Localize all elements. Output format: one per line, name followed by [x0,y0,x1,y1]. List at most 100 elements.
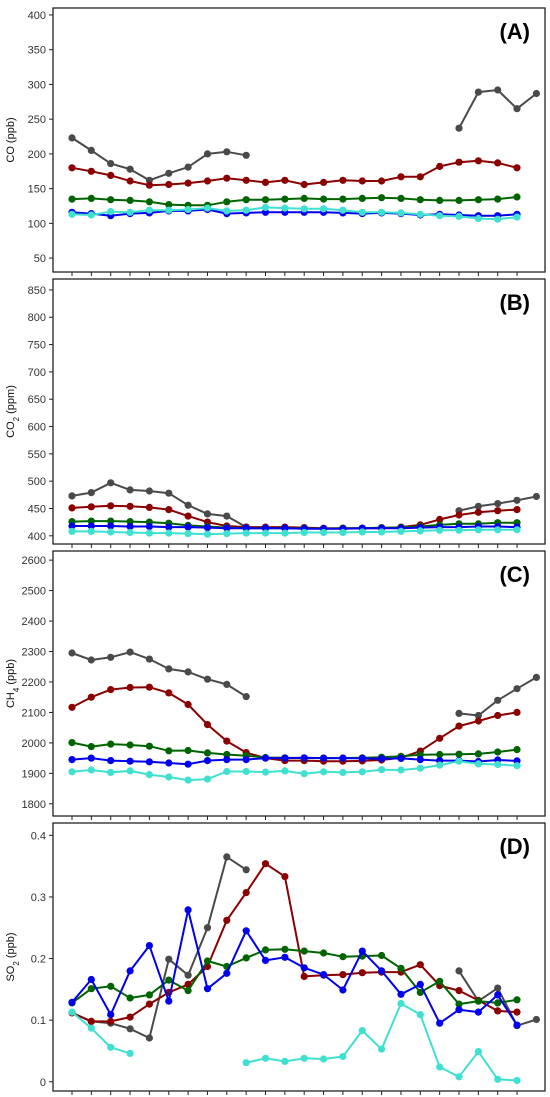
data-point [455,1006,463,1014]
data-point [184,530,192,538]
data-point [474,502,482,510]
data-point [416,988,424,997]
data-point [455,987,463,995]
data-point [87,527,95,536]
data-point [513,164,521,172]
data-point [494,748,502,756]
data-point [87,656,95,664]
data-point [261,196,270,204]
data-point [223,767,231,776]
data-point [378,194,386,202]
data-point [378,755,386,763]
panel-c-ytick-label: 2200 [22,677,46,689]
data-point [416,173,424,181]
panel-c-ytick-label: 2000 [22,738,46,750]
panel-d-frame [52,822,546,1092]
data-point [68,164,76,172]
data-point [281,754,289,762]
data-point [242,176,250,184]
data-point [107,171,115,179]
data-point [532,1015,541,1024]
data-point [107,208,115,216]
data-point [126,967,134,975]
data-point [145,198,153,206]
data-point [145,522,153,531]
data-point [513,996,521,1004]
data-point [513,105,521,113]
series-line [71,686,518,763]
data-point [184,700,192,709]
data-point [281,1057,289,1065]
data-point [203,957,212,965]
data-point [203,177,212,185]
data-point [494,86,502,94]
data-point [397,964,405,973]
panel-b-ytick-label: 650 [28,394,46,406]
data-point [455,967,463,975]
data-point [261,529,270,537]
data-point [494,711,502,720]
data-point [203,530,212,538]
data-point [126,1049,134,1057]
data-point [242,767,250,776]
series-line [71,159,518,187]
data-point [513,746,521,754]
data-point [494,1075,502,1083]
data-point [126,648,134,656]
data-point [165,759,173,767]
data-point [281,873,289,881]
data-point [242,1059,250,1067]
data-point [494,159,502,167]
data-point [145,1000,153,1008]
data-point [184,906,192,914]
data-point [416,980,424,989]
data-point [165,747,173,755]
data-point [416,527,424,535]
data-point [107,479,115,487]
data-point [513,708,521,717]
data-point [339,754,347,762]
data-point [397,209,405,217]
data-point [532,673,541,682]
panel-c-series-5 [68,757,521,784]
data-point [397,194,405,202]
data-point [358,754,366,763]
data-point [358,969,366,977]
data-point [378,967,386,975]
series-line [71,760,518,782]
panel-a-series-2 [68,157,521,189]
data-point [203,749,212,757]
panel-c-ytick-label: 1800 [22,799,46,811]
data-point [145,758,153,766]
data-point [68,134,76,142]
data-point [261,860,270,868]
data-point [378,1045,386,1053]
data-point [281,767,289,775]
data-point [107,522,115,530]
data-point [474,508,482,516]
panel-b-ytick-label: 400 [28,531,46,543]
data-point [223,148,231,156]
data-point [494,526,502,534]
data-point [261,956,270,965]
data-point [68,1008,76,1016]
data-point [107,757,115,765]
data-point [455,526,463,534]
data-point [436,1019,444,1027]
data-point [203,721,212,729]
data-point [126,683,134,692]
data-point [145,683,153,691]
data-point [68,768,76,776]
data-point [494,696,502,704]
data-point [184,501,192,509]
panel-d-ytick-label: 0.1 [31,1015,46,1027]
data-point [223,174,231,182]
panel-c-ytick-label: 1900 [22,768,46,780]
data-point [474,1048,482,1056]
data-point [242,529,250,537]
data-point [165,523,173,531]
series-line [71,196,518,207]
panel-c-ytick-label: 2100 [22,707,46,719]
panel-b-ytick-label: 500 [28,476,46,488]
